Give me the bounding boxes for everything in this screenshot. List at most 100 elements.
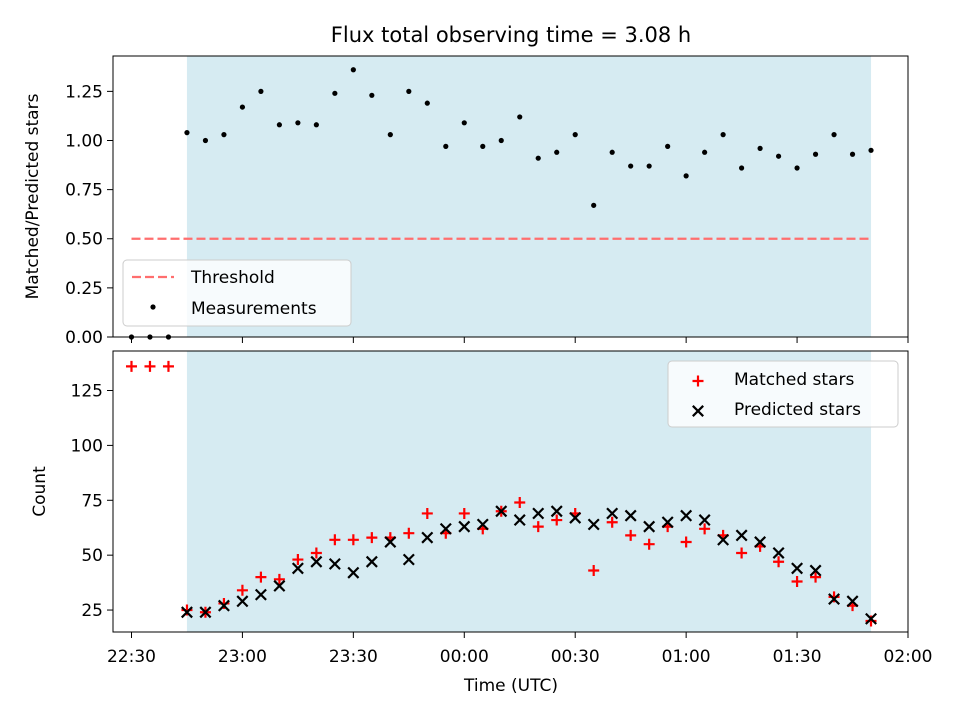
predicted-star-point xyxy=(476,518,489,531)
matched-star-point xyxy=(551,514,563,526)
predicted-star-point xyxy=(661,516,674,529)
x-tick-label: 00:30 xyxy=(551,647,600,667)
bottom-y-axis: 25 50 75 100 125 xyxy=(71,382,113,621)
predicted-star-point xyxy=(735,529,748,542)
predicted-star-point xyxy=(717,533,730,546)
predicted-star-point xyxy=(365,555,378,568)
matched-star-point xyxy=(588,565,600,577)
matched-star-point xyxy=(162,360,174,372)
legend-predicted-label: Predicted stars xyxy=(734,400,861,420)
matched-star-point xyxy=(625,529,637,541)
matched-star-point xyxy=(310,547,322,559)
top-legend-box xyxy=(122,259,352,327)
matched-star-point xyxy=(329,534,341,546)
y-tick-label: 0.25 xyxy=(65,279,103,299)
predicted-star-point xyxy=(495,505,508,518)
measurement-point xyxy=(313,122,319,128)
x-marker xyxy=(692,405,704,417)
predicted-star-point xyxy=(402,553,415,566)
legend-measurements-swatch xyxy=(150,304,156,310)
legend-threshold-label: Threshold xyxy=(190,268,275,288)
measurement-point xyxy=(554,149,560,155)
matched-star-point xyxy=(736,547,748,559)
predicted-star-point xyxy=(680,509,693,522)
bottom-legend: Matched stars Predicted stars xyxy=(667,360,899,428)
top-plot-marks xyxy=(128,67,874,340)
measurement-point xyxy=(369,92,375,98)
top-panel: Flux total observing time = 3.08 h 0.000… xyxy=(23,23,909,348)
measurement-point xyxy=(239,104,246,110)
predicted-star-point xyxy=(328,557,341,570)
y-tick-label: 0.75 xyxy=(65,181,103,201)
predicted-star-point xyxy=(828,593,841,606)
predicted-star-point xyxy=(291,562,304,575)
predicted-star-point xyxy=(458,520,471,533)
matched-star-point xyxy=(366,532,378,544)
matched-star-point xyxy=(773,556,785,568)
matched-star-point xyxy=(403,527,415,539)
matched-star-point xyxy=(606,516,618,528)
measurement-point xyxy=(480,143,486,149)
predicted-star-point xyxy=(180,606,193,619)
matched-star-point xyxy=(532,521,544,533)
matched-star-point xyxy=(810,571,822,583)
measurement-point xyxy=(350,67,356,73)
y-tick-label: 50 xyxy=(81,546,103,566)
y-tick-label: 0.00 xyxy=(65,328,103,348)
measurement-point xyxy=(628,163,634,169)
y-tick-label: 0.50 xyxy=(65,230,103,250)
measurement-point xyxy=(812,151,819,157)
measurement-point xyxy=(720,132,726,138)
predicted-star-point xyxy=(865,612,878,625)
predicted-star-point xyxy=(846,595,859,608)
y-tick-label: 1.00 xyxy=(65,131,103,151)
predicted-star-point xyxy=(569,511,582,524)
y-tick-label: 125 xyxy=(71,382,103,402)
predicted-star-point xyxy=(772,546,785,559)
measurement-point xyxy=(443,143,449,149)
matched-star-point xyxy=(699,523,711,535)
matched-star-point xyxy=(680,536,692,548)
measurement-point xyxy=(276,122,282,128)
top-legend: Threshold Measurements xyxy=(122,259,352,327)
predicted-star-point xyxy=(439,522,452,535)
y-tick-label: 75 xyxy=(81,491,103,511)
measurement-point xyxy=(387,132,393,138)
predicted-star-point xyxy=(421,531,434,544)
chart-title: Flux total observing time = 3.08 h xyxy=(331,23,691,47)
bottom-y-axis-label: Count xyxy=(30,466,50,517)
legend-matched-label: Matched stars xyxy=(734,370,854,390)
measurement-point xyxy=(258,88,264,94)
top-y-axis: 0.00 0.25 0.50 0.75 1.00 1.25 xyxy=(65,82,113,348)
measurement-point xyxy=(757,145,763,151)
predicted-star-point xyxy=(643,520,656,533)
measurement-point xyxy=(702,149,708,155)
plus-marker xyxy=(692,375,704,387)
measurement-point xyxy=(535,155,541,161)
matched-star-point xyxy=(791,576,803,588)
predicted-star-point xyxy=(254,588,267,601)
x-tick-label: 00:00 xyxy=(440,647,489,667)
measurement-point xyxy=(221,132,227,138)
x-tick-label: 02:00 xyxy=(884,647,933,667)
measurement-point xyxy=(295,120,301,126)
y-tick-label: 100 xyxy=(71,436,103,456)
matched-star-point xyxy=(255,571,267,583)
predicted-star-point xyxy=(236,595,249,608)
predicted-star-point xyxy=(310,555,323,568)
bottom-legend-box xyxy=(667,360,899,428)
predicted-star-point xyxy=(587,518,600,531)
matched-star-point xyxy=(458,507,470,519)
bottom-plot-marks xyxy=(125,360,878,627)
measurement-point xyxy=(332,90,338,96)
legend-matched-swatch xyxy=(692,375,704,387)
measurement-point xyxy=(739,165,745,171)
matched-star-point xyxy=(292,554,304,566)
measurement-point xyxy=(831,132,837,138)
top-y-axis-label: Matched/Predicted stars xyxy=(23,93,43,299)
predicted-star-point xyxy=(532,507,545,520)
predicted-star-point xyxy=(273,579,286,592)
bottom-x-axis-label: Time (UTC) xyxy=(463,676,558,696)
y-tick-label: 1.25 xyxy=(65,82,103,102)
